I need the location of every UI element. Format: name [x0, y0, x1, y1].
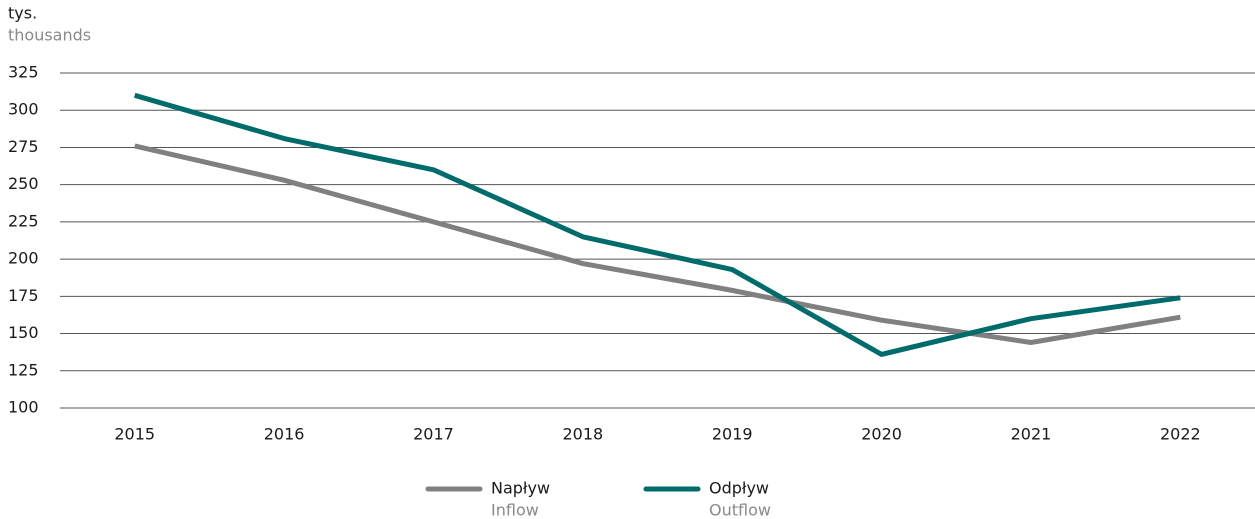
legend-label-en: Inflow [491, 501, 539, 519]
y-axis-label: tys. [8, 4, 37, 23]
series-line [133, 92, 1181, 357]
x-tick-label: 2021 [1011, 425, 1052, 444]
y-tick-label: 250 [8, 174, 39, 193]
x-tick-label: 2020 [861, 425, 902, 444]
y-tick-label: 225 [8, 211, 39, 230]
y-tick-label: 200 [8, 249, 39, 268]
x-tick-label: 2017 [413, 425, 454, 444]
y-tick-label: 325 [8, 63, 39, 82]
y-tick-label: 175 [8, 286, 39, 305]
y-tick-label: 275 [8, 137, 39, 156]
legend-label-en: Outflow [709, 501, 771, 519]
x-tick-label: 2022 [1160, 425, 1201, 444]
legend-label: Odpływ [709, 479, 769, 498]
x-tick-label: 2016 [264, 425, 305, 444]
y-axis-label-en: thousands [8, 26, 91, 45]
y-tick-label: 100 [8, 398, 39, 417]
y-tick-label: 125 [8, 360, 39, 379]
y-tick-label: 150 [8, 323, 39, 342]
series-line [134, 143, 1181, 345]
y-tick-label: 300 [8, 100, 39, 119]
x-tick-label: 2018 [562, 425, 603, 444]
x-tick-label: 2015 [114, 425, 155, 444]
x-tick-label: 2019 [712, 425, 753, 444]
legend-label: Napływ [491, 479, 550, 498]
